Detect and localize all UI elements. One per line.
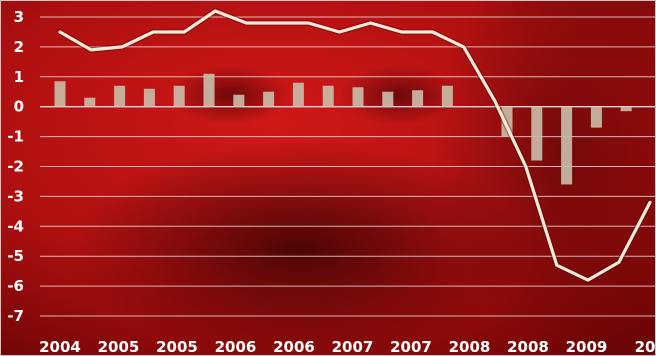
bar xyxy=(650,106,656,108)
portrait-eye-shadow-left xyxy=(170,65,290,125)
x-tick-label: 20 xyxy=(635,338,656,356)
bar xyxy=(441,85,453,107)
y-tick-label: -1 xyxy=(7,128,24,146)
y-tick-label: -2 xyxy=(7,158,24,176)
x-tick-label: 2006 xyxy=(273,338,315,356)
grid-lines xyxy=(40,16,656,317)
bar xyxy=(382,91,394,107)
y-tick-label: 3 xyxy=(14,8,24,26)
bar xyxy=(412,90,424,107)
y-tick-label: -5 xyxy=(7,247,24,265)
bar xyxy=(620,106,632,112)
bar xyxy=(233,94,245,107)
x-tick-label: 2008 xyxy=(507,338,549,356)
bar-series xyxy=(54,73,656,185)
x-tick-label: 2005 xyxy=(98,338,140,356)
line-path xyxy=(58,9,652,282)
x-tick-label: 2005 xyxy=(156,338,198,356)
y-tick-label: -7 xyxy=(7,307,24,325)
bar xyxy=(590,106,602,128)
line-series xyxy=(57,8,653,284)
bar xyxy=(203,73,215,107)
bar xyxy=(263,91,275,107)
x-tick-label: 2007 xyxy=(390,338,432,356)
x-tick-label: 2007 xyxy=(332,338,374,356)
bar xyxy=(322,85,334,107)
x-tick-label: 2004 xyxy=(39,338,81,356)
y-tick-label: 0 xyxy=(14,98,24,116)
bar xyxy=(292,82,304,107)
bar xyxy=(173,85,185,107)
bar xyxy=(352,87,364,107)
x-tick-label: 2008 xyxy=(449,338,491,356)
bar xyxy=(561,106,573,185)
bar xyxy=(114,85,126,107)
bar xyxy=(143,88,155,107)
portrait-beard-shadow xyxy=(70,140,530,356)
portrait-eye-shadow-right xyxy=(340,65,460,125)
bar xyxy=(471,106,483,108)
bar xyxy=(54,81,66,107)
x-axis-ticks: 2004 2005 2005 2006 2006 2007 2007 2008 2008 2009… xyxy=(39,338,655,356)
y-axis-ticks: 3 2 1 0 -1 -2 -3 -4 -5 -6 -7 xyxy=(7,8,24,325)
y-tick-label: -6 xyxy=(7,277,24,295)
y-tick-label: 1 xyxy=(14,68,24,86)
x-tick-label: 2009 xyxy=(566,338,608,356)
bar xyxy=(84,97,96,107)
y-tick-label: -4 xyxy=(7,217,24,235)
bar xyxy=(501,106,513,137)
y-tick-label: 2 xyxy=(14,38,24,56)
x-tick-label: 2006 xyxy=(215,338,257,356)
y-tick-label: -3 xyxy=(7,187,24,205)
bar xyxy=(531,106,543,161)
